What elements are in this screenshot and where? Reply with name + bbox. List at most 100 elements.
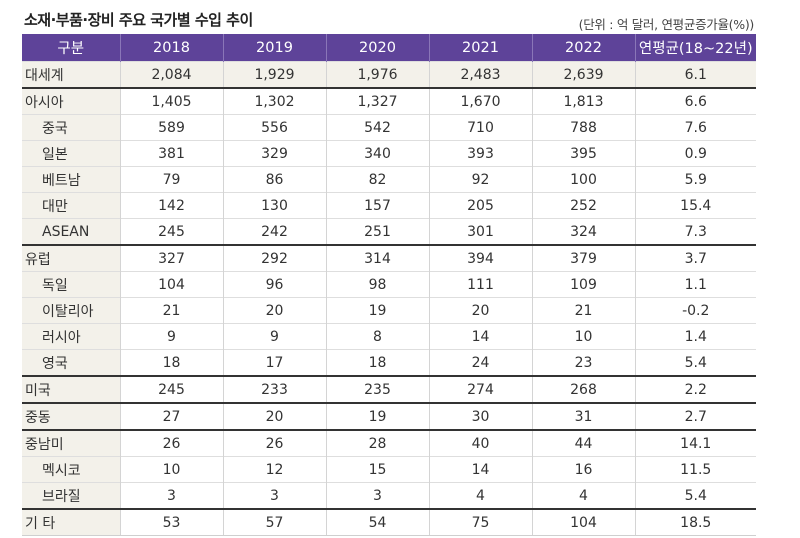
cagr-cell: 14.1 xyxy=(634,429,756,457)
value-cell: 2,084 xyxy=(119,61,223,88)
value-cell: 9 xyxy=(222,323,326,350)
row-label: 중남미 xyxy=(22,429,120,457)
cagr-cell: 15.4 xyxy=(634,192,756,219)
value-cell: 15 xyxy=(325,456,429,483)
cagr-cell: 6.1 xyxy=(634,61,756,88)
value-cell: 245 xyxy=(119,375,223,403)
value-cell: 1,929 xyxy=(222,61,326,88)
table-row: ASEAN 245 242 251 301 324 7.3 xyxy=(22,218,756,245)
table-row: 러시아 9 9 8 14 10 1.4 xyxy=(22,323,756,350)
value-cell: 301 xyxy=(428,218,532,245)
table-row: 영국 18 17 18 24 23 5.4 xyxy=(22,349,756,376)
value-cell: 1,327 xyxy=(325,87,429,115)
row-label: 베트남 xyxy=(22,166,120,193)
value-cell: 92 xyxy=(428,166,532,193)
value-cell: 14 xyxy=(428,323,532,350)
header-category: 구분 xyxy=(22,34,120,62)
value-cell: 157 xyxy=(325,192,429,219)
value-cell: 75 xyxy=(428,508,532,536)
cagr-cell: 0.9 xyxy=(634,140,756,167)
row-label: ASEAN xyxy=(22,218,120,245)
value-cell: 18 xyxy=(119,349,223,376)
cagr-cell: 1.4 xyxy=(634,323,756,350)
value-cell: 10 xyxy=(119,456,223,483)
value-cell: 100 xyxy=(531,166,635,193)
table-row: 대세계 2,084 1,929 1,976 2,483 2,639 6.1 xyxy=(22,61,756,88)
value-cell: 53 xyxy=(119,508,223,536)
value-cell: 57 xyxy=(222,508,326,536)
value-cell: 8 xyxy=(325,323,429,350)
value-cell: 16 xyxy=(531,456,635,483)
value-cell: 235 xyxy=(325,375,429,403)
value-cell: 251 xyxy=(325,218,429,245)
header-row: 구분 2018 2019 2020 2021 2022 연평균(18~22년) xyxy=(22,34,756,62)
row-label: 독일 xyxy=(22,271,120,298)
table-row: 중국 589 556 542 710 788 7.6 xyxy=(22,114,756,141)
value-cell: 31 xyxy=(531,402,635,430)
cagr-cell: 11.5 xyxy=(634,456,756,483)
row-label: 대만 xyxy=(22,192,120,219)
row-label: 이탈리아 xyxy=(22,297,120,324)
value-cell: 556 xyxy=(222,114,326,141)
value-cell: 2,483 xyxy=(428,61,532,88)
row-label: 영국 xyxy=(22,349,120,376)
value-cell: 710 xyxy=(428,114,532,141)
value-cell: 14 xyxy=(428,456,532,483)
value-cell: 1,813 xyxy=(531,87,635,115)
value-cell: 26 xyxy=(119,429,223,457)
table-row: 중동 27 20 19 30 31 2.7 xyxy=(22,402,756,430)
value-cell: 19 xyxy=(325,297,429,324)
value-cell: 98 xyxy=(325,271,429,298)
value-cell: 329 xyxy=(222,140,326,167)
value-cell: 20 xyxy=(222,402,326,430)
cagr-cell: 5.4 xyxy=(634,349,756,376)
cagr-cell: 3.7 xyxy=(634,244,756,272)
value-cell: 20 xyxy=(222,297,326,324)
value-cell: 142 xyxy=(119,192,223,219)
value-cell: 23 xyxy=(531,349,635,376)
value-cell: 395 xyxy=(531,140,635,167)
table-row: 유럽 327 292 314 394 379 3.7 xyxy=(22,244,756,272)
value-cell: 12 xyxy=(222,456,326,483)
row-label: 중국 xyxy=(22,114,120,141)
header-cagr: 연평균(18~22년) xyxy=(634,34,756,62)
header-2018: 2018 xyxy=(119,34,223,62)
value-cell: 21 xyxy=(531,297,635,324)
import-trend-table: 구분 2018 2019 2020 2021 2022 연평균(18~22년) … xyxy=(22,34,756,536)
value-cell: 589 xyxy=(119,114,223,141)
value-cell: 86 xyxy=(222,166,326,193)
value-cell: 393 xyxy=(428,140,532,167)
table-row: 아시아 1,405 1,302 1,327 1,670 1,813 6.6 xyxy=(22,87,756,115)
cagr-cell: 2.7 xyxy=(634,402,756,430)
value-cell: 3 xyxy=(119,482,223,509)
value-cell: 40 xyxy=(428,429,532,457)
value-cell: 20 xyxy=(428,297,532,324)
value-cell: 54 xyxy=(325,508,429,536)
row-label: 일본 xyxy=(22,140,120,167)
value-cell: 96 xyxy=(222,271,326,298)
value-cell: 245 xyxy=(119,218,223,245)
value-cell: 379 xyxy=(531,244,635,272)
cagr-cell: 5.9 xyxy=(634,166,756,193)
table-row: 이탈리아 21 20 19 20 21 -0.2 xyxy=(22,297,756,324)
value-cell: 104 xyxy=(531,508,635,536)
cagr-cell: 1.1 xyxy=(634,271,756,298)
header-2022: 2022 xyxy=(531,34,635,62)
header-2021: 2021 xyxy=(428,34,532,62)
value-cell: 1,670 xyxy=(428,87,532,115)
row-label: 아시아 xyxy=(22,87,120,115)
value-cell: 2,639 xyxy=(531,61,635,88)
row-label: 미국 xyxy=(22,375,120,403)
table-title: 소재·부품·장비 주요 국가별 수입 추이 xyxy=(24,11,253,29)
value-cell: 205 xyxy=(428,192,532,219)
value-cell: 274 xyxy=(428,375,532,403)
cagr-cell: 7.3 xyxy=(634,218,756,245)
value-cell: 111 xyxy=(428,271,532,298)
value-cell: 104 xyxy=(119,271,223,298)
table-row: 중남미 26 26 28 40 44 14.1 xyxy=(22,429,756,457)
value-cell: 233 xyxy=(222,375,326,403)
value-cell: 1,405 xyxy=(119,87,223,115)
unit-note: (단위 : 억 달러, 연평균증가율(%)) xyxy=(578,17,755,32)
value-cell: 242 xyxy=(222,218,326,245)
table-row: 대만 142 130 157 205 252 15.4 xyxy=(22,192,756,219)
